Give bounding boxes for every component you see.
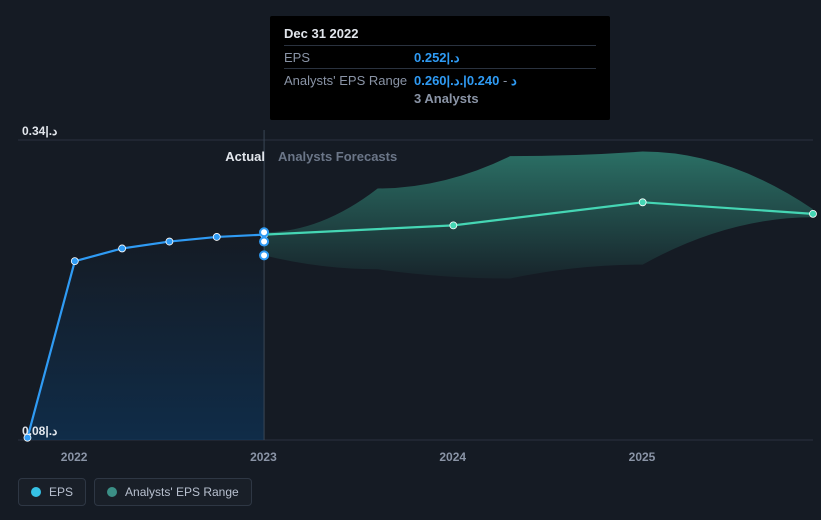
x-tick-2023: 2023 <box>250 450 277 464</box>
legend-range-swatch <box>107 487 117 497</box>
tooltip-eps-label: EPS <box>284 50 414 66</box>
legend-eps-label: EPS <box>49 485 73 499</box>
y-tick-min: 0.08|.د <box>22 424 57 438</box>
x-tick-2025: 2025 <box>629 450 656 464</box>
tooltip-range-label: Analysts' EPS Range <box>284 73 414 89</box>
tooltip-analysts: 3 Analysts <box>414 91 596 106</box>
x-tick-2022: 2022 <box>61 450 88 464</box>
x-tick-2024: 2024 <box>439 450 466 464</box>
tooltip-range-dash: - <box>499 73 511 88</box>
tooltip-date: Dec 31 2022 <box>284 26 596 45</box>
legend-eps-swatch <box>31 487 41 497</box>
legend-range-label: Analysts' EPS Range <box>125 485 239 499</box>
tooltip-eps-value: 0.252|.د <box>414 50 460 66</box>
legend: EPS Analysts' EPS Range <box>18 478 252 506</box>
y-tick-max: 0.34|.د <box>22 124 57 138</box>
tooltip-range-high: 0.240|.د <box>454 73 500 88</box>
region-actual-label: Actual <box>225 149 265 164</box>
legend-eps[interactable]: EPS <box>18 478 86 506</box>
legend-range[interactable]: Analysts' EPS Range <box>94 478 252 506</box>
chart-tooltip: Dec 31 2022 EPS 0.252|.د Analysts' EPS R… <box>270 16 610 120</box>
region-forecast-label: Analysts Forecasts <box>278 149 397 164</box>
